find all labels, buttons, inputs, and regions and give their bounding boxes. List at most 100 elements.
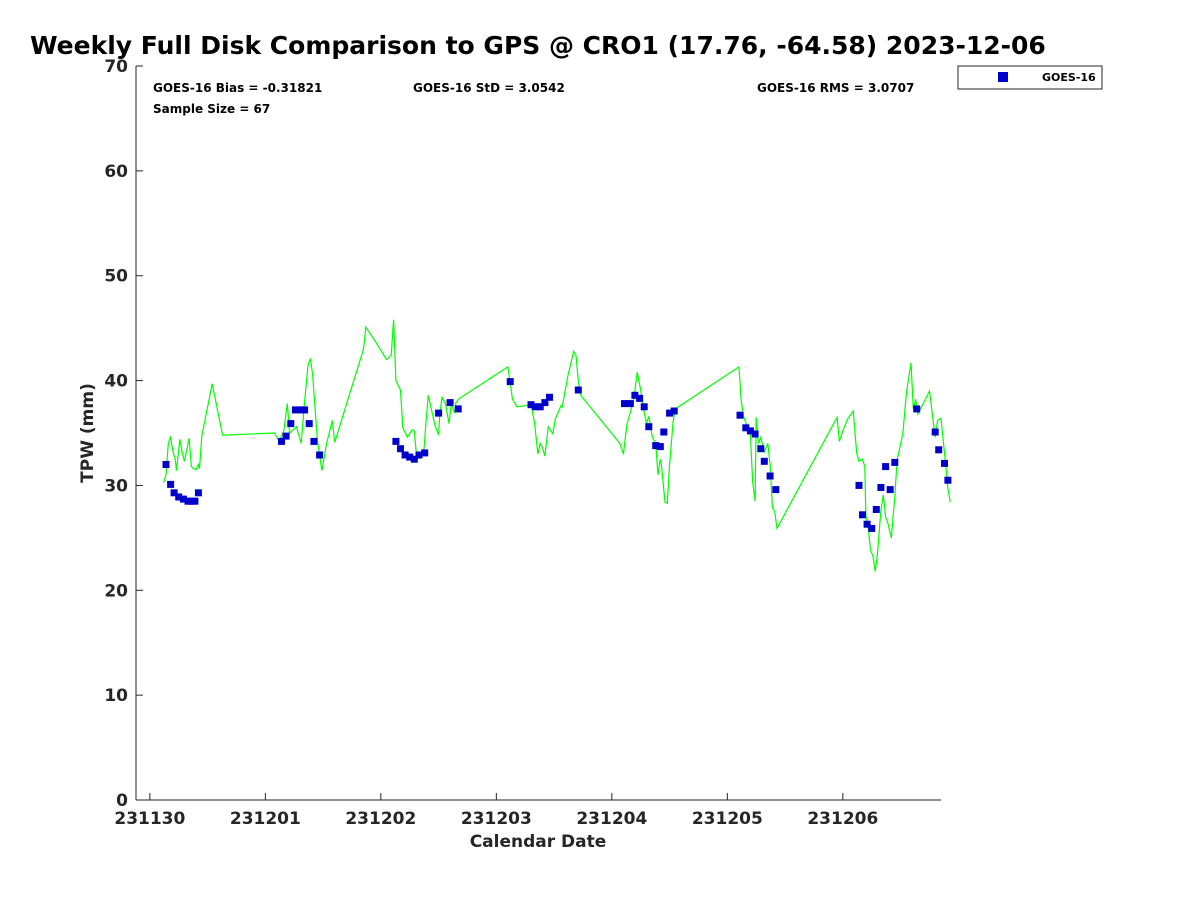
goes-data-point xyxy=(291,406,299,414)
y-tick-label: 60 xyxy=(104,162,128,182)
goes-marker-layer xyxy=(162,378,952,532)
goes-data-point xyxy=(415,451,423,459)
rms-stat: GOES-16 RMS = 3.0707 xyxy=(757,81,914,95)
goes-data-point xyxy=(167,480,175,488)
goes-data-point xyxy=(772,486,780,494)
goes-data-point xyxy=(746,427,754,435)
x-ticks: 231130 231201 231202 231203 231204 231205 2312… xyxy=(114,793,878,829)
goes-data-point xyxy=(435,409,443,417)
goes-data-point xyxy=(191,497,199,505)
goes-data-point xyxy=(652,442,660,450)
goes-data-point xyxy=(278,437,285,445)
goes-data-point xyxy=(660,428,668,436)
y-axis-label: TPW (mm) xyxy=(78,383,98,483)
goes-data-point xyxy=(891,458,899,466)
goes-data-point xyxy=(666,409,674,417)
goes-data-point xyxy=(886,486,894,494)
std-stat: GOES-16 StD = 3.0542 xyxy=(413,81,565,95)
goes-data-point xyxy=(175,493,183,501)
axes: 231130 231201 231202 231203 231204 231205 2312… xyxy=(104,57,941,829)
goes-data-point xyxy=(631,391,639,399)
goes-data-point xyxy=(859,511,866,519)
goes-data-point xyxy=(527,401,535,409)
goes-data-point xyxy=(863,520,871,528)
legend-box xyxy=(957,65,1103,90)
goes-data-point xyxy=(287,420,295,428)
goes-data-point xyxy=(757,445,765,453)
gps-line-layer xyxy=(163,319,951,572)
goes-data-point xyxy=(541,399,549,407)
gps-series-line xyxy=(163,319,951,572)
y-tick-label: 70 xyxy=(104,57,128,77)
goes-data-point xyxy=(410,455,418,463)
goes-data-point xyxy=(536,403,544,411)
x-tick-label: 231201 xyxy=(230,809,301,829)
goes-data-point xyxy=(301,406,309,414)
x-tick-label: 231202 xyxy=(345,809,416,829)
goes-data-point xyxy=(179,495,187,503)
goes-data-point xyxy=(736,411,744,419)
goes-data-point xyxy=(162,461,170,468)
goes-data-point xyxy=(454,405,462,413)
y-ticks: 0 10 20 30 40 50 60 70 xyxy=(104,57,143,811)
legend: GOES-16 xyxy=(957,65,1103,90)
goes-data-point xyxy=(742,424,750,432)
y-tick-label: 0 xyxy=(116,791,128,811)
goes-data-point xyxy=(868,524,876,532)
goes-data-point xyxy=(310,437,318,445)
goes-data-point xyxy=(170,489,178,497)
goes-data-point xyxy=(392,437,400,445)
goes-data-point xyxy=(397,445,404,453)
goes-data-point xyxy=(941,459,948,467)
goes-data-point xyxy=(626,400,634,408)
goes-data-point xyxy=(855,481,863,489)
goes-data-point xyxy=(670,407,678,415)
goes-data-point xyxy=(751,430,759,438)
goes-data-point xyxy=(882,463,890,471)
goes-data-point xyxy=(316,451,324,459)
x-tick-label: 231206 xyxy=(807,809,878,829)
goes-data-point xyxy=(546,393,553,401)
y-tick-label: 50 xyxy=(104,267,128,287)
bias-stat: GOES-16 Bias = -0.31821 xyxy=(153,81,322,95)
goes-data-point xyxy=(406,453,414,461)
y-tick-label: 20 xyxy=(104,581,128,601)
goes-data-point xyxy=(872,506,880,513)
goes-data-point xyxy=(636,394,644,402)
goes-data-point xyxy=(305,420,313,428)
goes-data-point xyxy=(621,400,628,408)
x-tick-label: 231203 xyxy=(461,809,532,829)
goes-data-point xyxy=(760,457,768,465)
goes-data-point xyxy=(282,432,290,440)
goes-data-point xyxy=(913,405,921,413)
goes-data-point xyxy=(944,476,952,484)
stats-annotations: GOES-16 Bias = -0.31821 GOES-16 StD = 3.… xyxy=(153,81,914,116)
goes-data-point xyxy=(506,378,514,386)
goes-data-point xyxy=(656,443,664,451)
goes-data-point xyxy=(446,399,454,407)
goes-data-point xyxy=(574,386,582,394)
goes-data-point xyxy=(640,403,648,411)
goes-data-point xyxy=(532,403,540,411)
x-tick-label: 231130 xyxy=(114,809,185,829)
goes-data-point xyxy=(296,406,304,414)
x-tick-label: 231205 xyxy=(692,809,763,829)
legend-marker-icon xyxy=(998,72,1008,82)
goes-data-point xyxy=(401,451,409,459)
chart-title: Weekly Full Disk Comparison to GPS @ CRO… xyxy=(30,31,1046,60)
goes-data-point xyxy=(645,423,653,431)
goes-data-point xyxy=(421,449,429,457)
sample-size-stat: Sample Size = 67 xyxy=(153,102,270,116)
x-tick-label: 231204 xyxy=(576,809,647,829)
y-tick-label: 10 xyxy=(104,686,128,706)
goes-data-point xyxy=(877,484,885,491)
goes-data-point xyxy=(935,446,943,454)
y-tick-label: 40 xyxy=(104,372,128,392)
legend-label: GOES-16 xyxy=(1042,71,1096,84)
goes-data-point xyxy=(931,428,939,436)
y-tick-label: 30 xyxy=(104,476,128,496)
goes-data-point xyxy=(194,489,202,497)
goes-data-point xyxy=(766,472,774,480)
x-axis-label: Calendar Date xyxy=(470,832,607,852)
